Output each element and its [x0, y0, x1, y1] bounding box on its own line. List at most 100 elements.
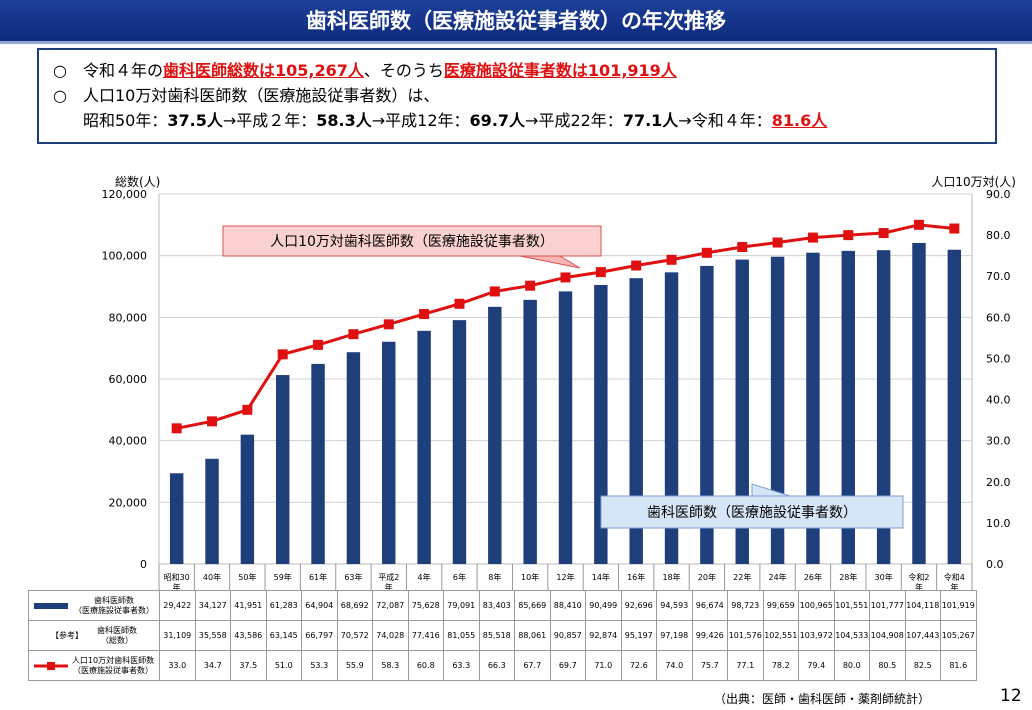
page-title: 歯科医師数（医療施設従事者数）の年次推移: [0, 0, 1032, 44]
bar: [629, 278, 643, 564]
x-tick-label: 59年: [274, 572, 292, 582]
rate-point: [489, 286, 500, 297]
table-cell: 88,061: [514, 620, 551, 651]
bar-legend-swatch: [34, 602, 68, 609]
table-cell: 101,919: [940, 590, 977, 621]
table-cell: 83,403: [478, 590, 515, 621]
table-cell: 104,533: [833, 620, 870, 651]
table-cell: 34.7: [194, 650, 231, 681]
x-tick-label: 平成2 年: [378, 572, 399, 590]
x-tick-label: 6年: [453, 572, 466, 582]
table-cell: 79,091: [443, 590, 480, 621]
data-table: 歯科医師数 （医療施設従事者数） 29,422 34,127 41,951 61,…: [28, 590, 977, 681]
y-tick-left: 80,000: [109, 311, 148, 324]
bullet-icon: ○: [53, 86, 67, 105]
summary-value: 37.5人: [167, 111, 223, 130]
table-cell: 81,055: [443, 620, 480, 651]
rate-point: [843, 230, 854, 241]
bar: [205, 458, 219, 564]
y-tick-right: 90.0: [986, 188, 1011, 201]
x-tick-label: 30年: [875, 572, 893, 582]
table-cell: 63,145: [265, 620, 302, 651]
y-tick-right: 60.0: [986, 311, 1011, 324]
table-cell: 66.3: [478, 650, 515, 681]
x-tick-label: 50年: [238, 572, 256, 582]
summary-value: 69.7人: [469, 111, 526, 130]
table-cell: 43,586: [230, 620, 267, 651]
row-label: 歯科医師数: [94, 595, 134, 605]
rate-point: [242, 404, 253, 415]
table-cell: 77.1: [727, 650, 764, 681]
x-tick-label: 18年: [662, 572, 680, 582]
bar: [276, 375, 290, 564]
table-cell: 60.8: [407, 650, 444, 681]
bar: [488, 306, 502, 564]
table-cell: 72,087: [372, 590, 409, 621]
table-cell: 85,669: [514, 590, 551, 621]
x-tick-label: 4年: [418, 572, 431, 582]
table-cell: 77,416: [407, 620, 444, 651]
bar: [770, 256, 785, 564]
table-row-rate: 人口10万対歯科医師数 （医療施設従事者数） 33.0 34.7 37.5 51.…: [28, 650, 977, 681]
table-cell: 80.5: [869, 650, 906, 681]
line-legend-swatch: [33, 661, 68, 670]
table-cell: 101,777: [869, 590, 906, 621]
bar: [947, 249, 962, 564]
table-cell: 95,197: [620, 620, 657, 651]
table-cell: 78.2: [762, 650, 799, 681]
table-cell: 92,874: [585, 620, 622, 651]
x-tick-label: 12年: [556, 572, 574, 582]
rate-point: [878, 228, 889, 239]
table-cell: 105,267: [940, 620, 977, 651]
table-cell: 97,198: [656, 620, 693, 651]
y-axis-right-label: 人口10万対(人): [931, 175, 1016, 189]
bar: [841, 250, 855, 565]
rate-point: [701, 247, 712, 258]
summary-facility: 医療施設従事者数は101,919人: [443, 61, 677, 80]
summary-text: 人口10万対歯科医師数（医療施設従事者数）は、: [83, 86, 440, 105]
x-tick-label: 61年: [309, 572, 327, 582]
row-label: 人口10万対歯科医師数: [71, 655, 155, 665]
rate-point: [454, 298, 465, 309]
bar: [417, 330, 431, 564]
y-tick-left: 120,000: [102, 188, 148, 201]
callout-bar-text: 歯科医師数（医療施設従事者数）: [647, 504, 857, 521]
row-header-total: 【参考】 歯科医師数 （総数）: [28, 620, 160, 651]
table-cell: 94,593: [656, 590, 693, 621]
table-cell: 79.4: [798, 650, 835, 681]
page-number: 12: [1000, 686, 1022, 706]
table-cell: 69.7: [549, 650, 586, 681]
y-tick-right: 20.0: [986, 476, 1011, 489]
y-tick-left: 40,000: [109, 435, 148, 448]
rate-point: [313, 339, 324, 350]
rate-point: [772, 237, 783, 248]
rate-point: [560, 272, 571, 283]
row-label: 歯科医師数: [97, 625, 137, 635]
y-axis-left-label: 総数(人): [115, 174, 160, 189]
y-tick-right: 10.0: [986, 517, 1011, 530]
table-cell: 107,443: [904, 620, 941, 651]
table-cell: 31,109: [159, 620, 196, 651]
bar: [664, 272, 679, 564]
x-tick-label: 28年: [839, 572, 857, 582]
table-cell: 99,426: [691, 620, 728, 651]
table-cell: 101,576: [727, 620, 764, 651]
table-cell: 66,797: [301, 620, 338, 651]
x-tick-label: 昭和30 年: [164, 573, 190, 590]
table-cell: 74.0: [656, 650, 693, 681]
row-label: （総数）: [101, 635, 133, 645]
summary-label: →令和４年：: [678, 111, 772, 130]
summary-label: →平成22年：: [525, 111, 623, 130]
table-cell: 88,410: [549, 590, 586, 621]
table-cell: 104,908: [869, 620, 906, 651]
y-tick-right: 70.0: [986, 270, 1011, 283]
table-row-total: 【参考】 歯科医師数 （総数） 31,109 35,558 43,586 63,1…: [28, 620, 977, 651]
y-tick-left: 20,000: [109, 496, 148, 509]
table-cell: 80.0: [833, 650, 870, 681]
source-note: （出典：医師・歯科医師・薬剤師統計）: [714, 692, 931, 706]
chart: 0 20,000 40,000 60,000 80,000 100,000 120,000 0…: [102, 174, 1016, 590]
table-cell: 53.3: [301, 650, 338, 681]
table-cell: 63.3: [443, 650, 480, 681]
bar: [169, 473, 184, 564]
rate-point: [383, 319, 394, 330]
